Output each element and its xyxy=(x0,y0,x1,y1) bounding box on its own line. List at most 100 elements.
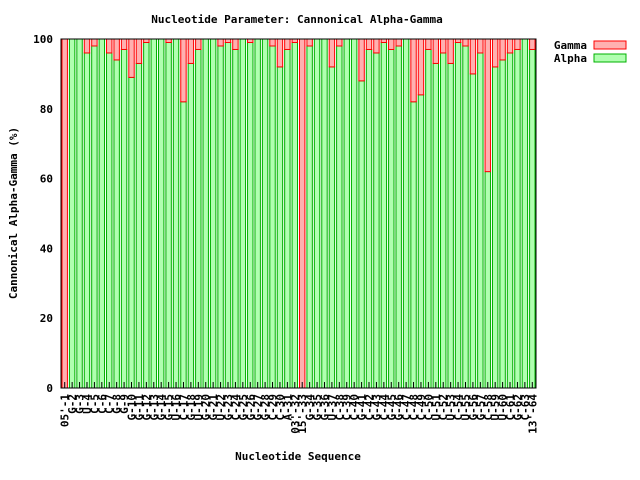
bar-alpha xyxy=(306,45,313,389)
bar-gamma xyxy=(128,38,135,78)
x-tick-label: G-45 xyxy=(385,394,398,421)
x-tick-label: G-9 xyxy=(118,394,131,414)
bar-gamma xyxy=(284,38,291,50)
bar-alpha xyxy=(529,48,536,389)
x-tick-label: G-2 xyxy=(66,394,79,414)
x-tick-label: C-61 xyxy=(504,394,517,421)
x-tick-label: 03'-32 xyxy=(289,394,302,434)
x-tick-label: C-29 xyxy=(267,394,280,421)
x-tick-label: C-48 xyxy=(408,394,421,421)
bar-alpha xyxy=(388,48,395,389)
x-tick-label: C-44 xyxy=(378,394,391,421)
bar-alpha xyxy=(150,38,157,389)
legend-label: Gamma xyxy=(554,39,587,52)
bar-alpha xyxy=(284,48,291,389)
bar-alpha xyxy=(135,62,143,389)
x-tick-label: U-37 xyxy=(326,394,339,421)
y-tick-label: 80 xyxy=(40,103,53,116)
bar-gamma xyxy=(425,38,432,50)
y-tick-label: 0 xyxy=(46,382,53,395)
chart-title: Nucleotide Parameter: Cannonical Alpha-G… xyxy=(151,13,442,26)
x-tick-label: G-56 xyxy=(467,394,480,421)
bar-alpha xyxy=(261,38,269,389)
bar-gamma xyxy=(484,38,491,173)
x-tick-label: U-4 xyxy=(81,394,94,414)
bar-gamma xyxy=(276,38,284,68)
bar-alpha xyxy=(128,76,135,389)
bar-gamma xyxy=(224,38,232,43)
y-tick-label: 20 xyxy=(40,312,53,325)
x-tick-label: C-50 xyxy=(422,394,435,421)
bar-alpha xyxy=(187,62,195,389)
x-tick-label: G-25 xyxy=(237,394,250,421)
bar-alpha xyxy=(217,45,224,389)
bar-gamma xyxy=(380,38,388,43)
bars xyxy=(61,38,536,389)
x-axis: 05'-1G-2G-3U-4C-5C-6C-7G-8G-9G-10G-11G-1… xyxy=(59,382,539,434)
plot-frame xyxy=(60,38,537,389)
bar-gamma xyxy=(447,38,454,64)
x-tick-label: G-57 xyxy=(474,394,487,421)
bar-gamma xyxy=(506,38,514,54)
x-tick-label: C-30 xyxy=(274,394,287,421)
bar-alpha xyxy=(269,45,276,389)
legend-swatch-gamma xyxy=(593,40,627,50)
x-tick-label: C-52 xyxy=(437,394,450,421)
x-tick-label: G-34 xyxy=(304,394,317,421)
x-tick-label: U-55 xyxy=(459,394,472,421)
x-tick-label: U-16 xyxy=(170,394,183,421)
x-tick-label: C-6 xyxy=(96,394,109,414)
x-tick-label: C-39 xyxy=(341,394,354,421)
y-tick-label: 60 xyxy=(40,173,53,186)
bar-alpha xyxy=(254,38,261,389)
bar-alpha xyxy=(165,41,172,389)
bar-alpha xyxy=(106,52,113,389)
x-tick-label: G-46 xyxy=(393,394,406,421)
bar-gamma xyxy=(180,38,187,103)
bar-alpha xyxy=(291,41,298,389)
bar-alpha xyxy=(143,41,150,389)
bar-alpha xyxy=(336,45,343,389)
bar-alpha xyxy=(209,38,217,389)
x-tick-label: G-27 xyxy=(252,394,265,421)
bar-alpha xyxy=(447,62,454,389)
x-tick-label: C-54 xyxy=(452,394,465,421)
bar-gamma xyxy=(306,38,313,47)
bar-gamma xyxy=(395,38,402,47)
bar-gamma xyxy=(469,38,477,75)
bar-gamma xyxy=(417,38,425,96)
bar-alpha xyxy=(83,52,91,389)
bar-alpha xyxy=(172,38,180,389)
bar-gamma xyxy=(217,38,224,47)
x-tick-label: G-21 xyxy=(207,394,220,421)
x-tick-label: G-11 xyxy=(133,394,146,421)
bar-gamma xyxy=(91,38,98,47)
bar-gamma xyxy=(328,38,336,68)
bar-alpha xyxy=(276,66,284,389)
bar-alpha xyxy=(477,52,484,389)
bar-gamma xyxy=(143,38,150,43)
bar-alpha xyxy=(499,59,506,389)
x-tick-label: C-17 xyxy=(177,394,190,421)
bar-gamma xyxy=(113,38,120,61)
bar-alpha xyxy=(484,171,491,389)
bar-alpha xyxy=(313,38,321,389)
x-tick-label: A-31 xyxy=(281,394,294,421)
x-tick-label: G-3 xyxy=(74,394,87,414)
x-tick-label: U-59 xyxy=(489,394,502,421)
bar-gamma xyxy=(195,38,202,50)
bar-alpha xyxy=(469,73,477,389)
bar-gamma xyxy=(358,38,365,82)
legend-swatch-alpha xyxy=(593,53,627,63)
x-tick-label: G-13 xyxy=(148,394,161,421)
bar-alpha xyxy=(247,41,254,389)
x-tick-label: G-12 xyxy=(140,394,153,421)
bar-gamma xyxy=(336,38,343,47)
x-tick-label: C-24 xyxy=(229,394,242,421)
bar-gamma xyxy=(529,38,536,50)
bar-alpha xyxy=(120,48,128,389)
x-tick-label: C-49 xyxy=(415,394,428,421)
x-tick-label: 13'-64 xyxy=(526,394,539,434)
x-tick-label: C-40 xyxy=(348,394,361,421)
